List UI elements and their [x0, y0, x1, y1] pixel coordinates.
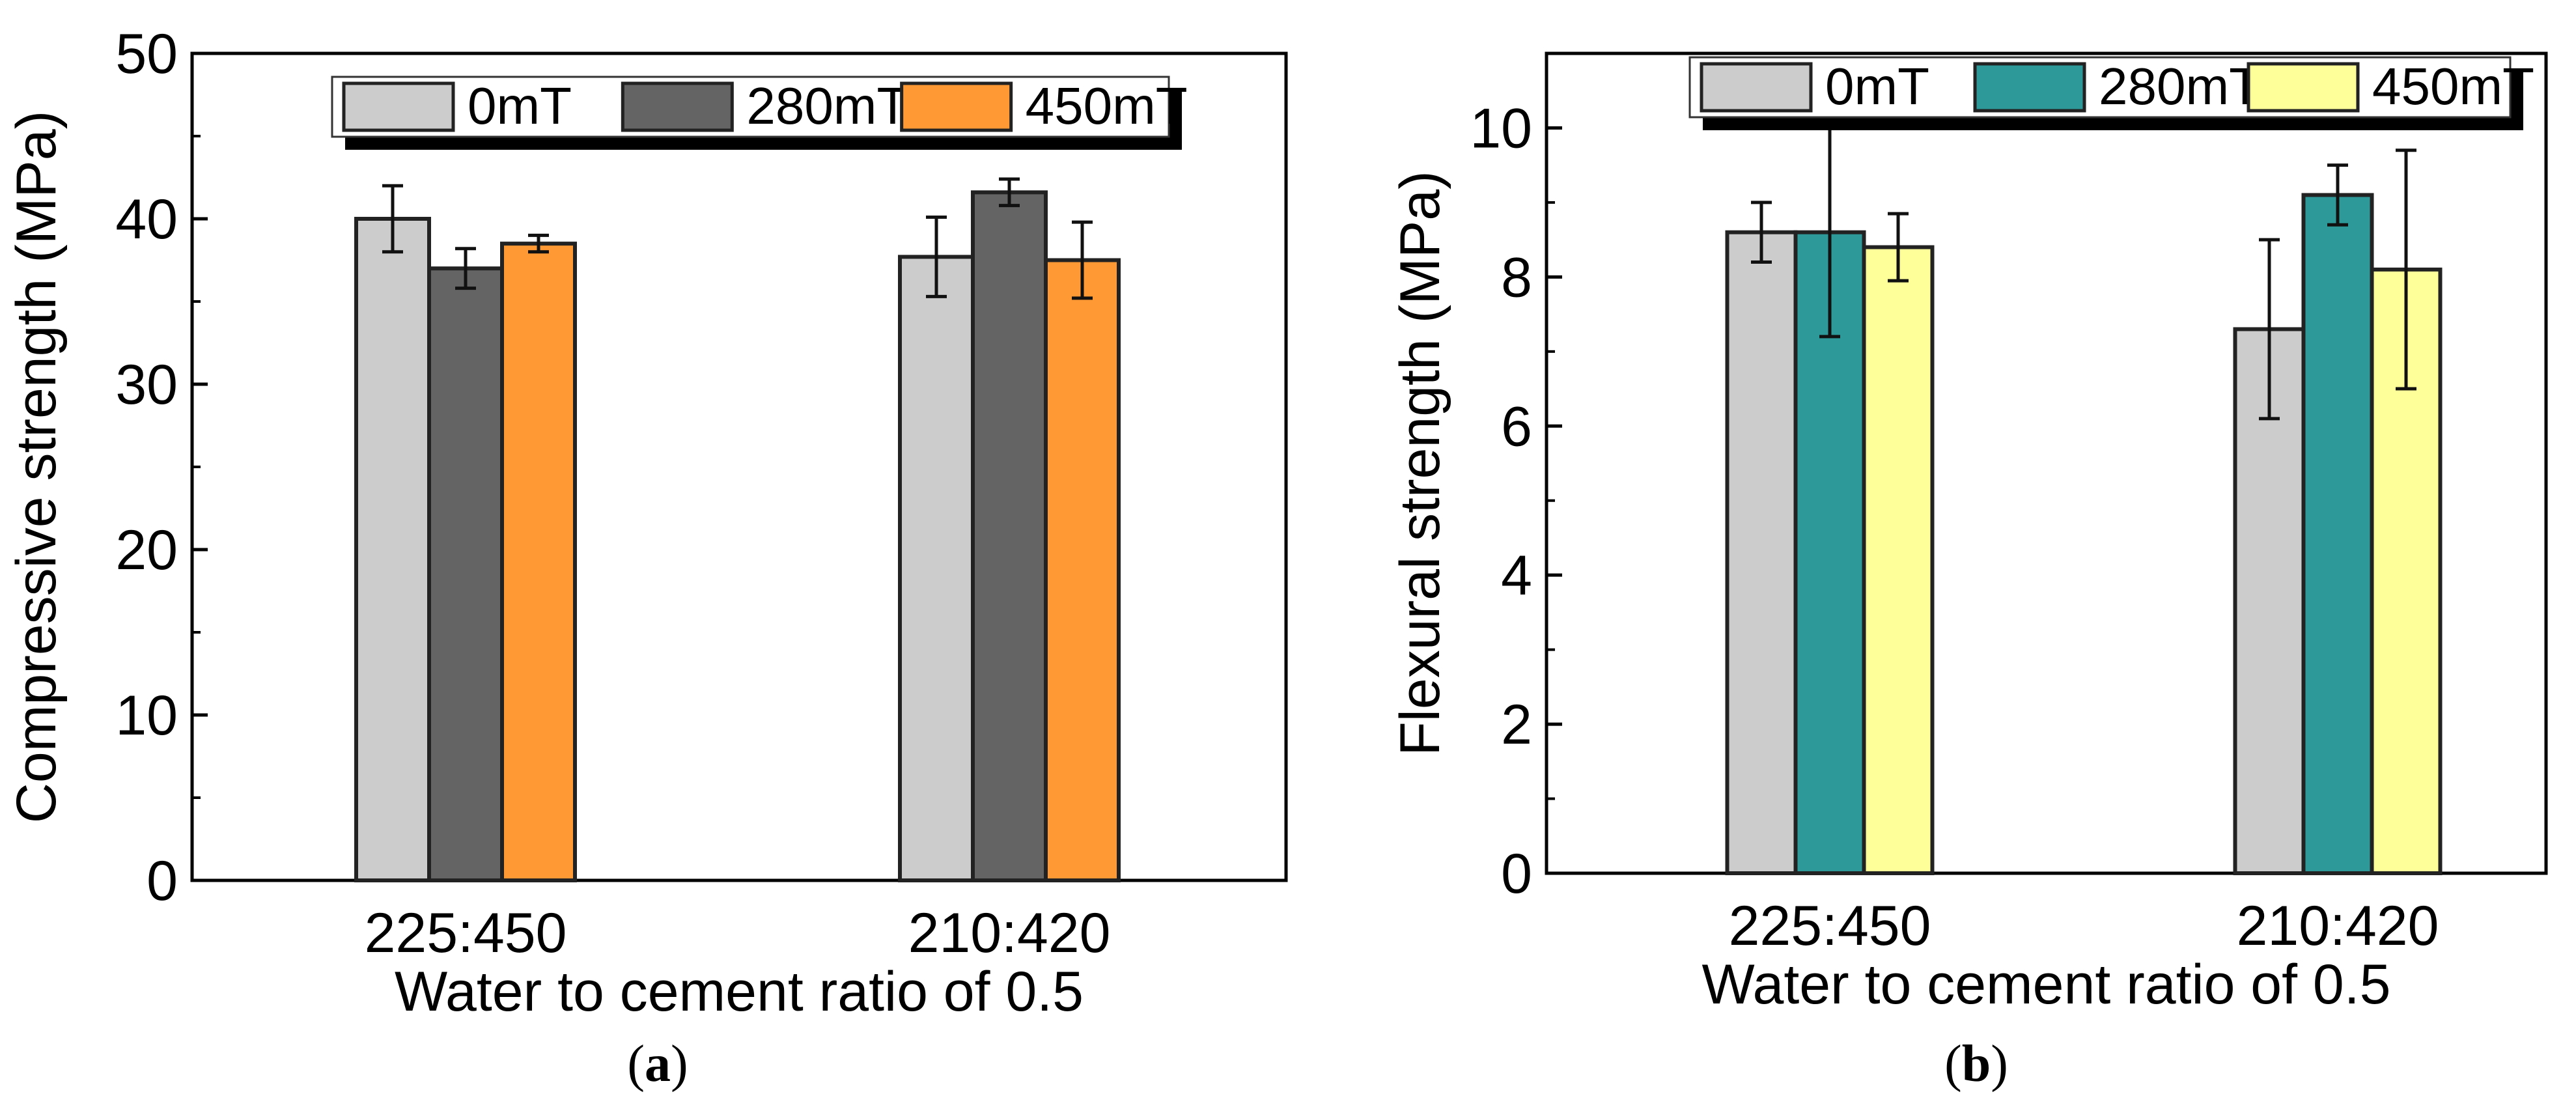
y-tick-label: 20 [115, 519, 178, 582]
y-axis-label: Flexural strength (MPa) [1389, 171, 1451, 756]
legend-label: 450mT [1026, 77, 1188, 135]
bar [2301, 193, 2374, 875]
bar [1044, 258, 1121, 882]
y-tick-label: 4 [1501, 544, 1532, 607]
x-tick-label: 225:450 [365, 902, 567, 964]
panel-a-compressive-chart: 0 10 20 30 40 50 Compressive strength (MPa) 225… [5, 23, 1288, 1093]
legend-label: 0mT [468, 77, 572, 135]
y-tick-label: 30 [115, 354, 178, 416]
y-tick-label: 40 [115, 188, 178, 251]
y-tick-label: 6 [1501, 395, 1532, 458]
y-tick-label: 8 [1501, 246, 1532, 309]
panel-letter: b [1962, 1035, 1991, 1093]
legend-swatch [900, 81, 1013, 132]
legend-swatch [1700, 62, 1813, 113]
x-tick-label: 210:420 [2237, 895, 2439, 957]
panel-caption: (a) [627, 1035, 688, 1093]
legend-box [1688, 56, 2512, 119]
legend-box [331, 76, 1170, 138]
legend-label: 450mT [2372, 57, 2534, 115]
legend-swatch [621, 81, 734, 132]
legend-label: 280mT [2099, 57, 2261, 115]
bar [898, 255, 975, 883]
plot-frame [1545, 51, 2548, 875]
legend-swatch [342, 81, 455, 132]
bar [1793, 230, 1866, 875]
panel-b-flexural-chart: 0 2 4 6 8 10 Flexural strength (MPa) 225:450 210… [1389, 51, 2548, 1093]
x-axis-label: Water to cement ratio of 0.5 [395, 960, 1084, 1023]
legend-label: 280mT [746, 77, 908, 135]
x-axis-label: Water to cement ratio of 0.5 [1702, 953, 2391, 1016]
panel-caption: (b) [1944, 1035, 2008, 1093]
x-tick-label: 225:450 [1729, 895, 1931, 957]
bar [1725, 230, 1798, 875]
bar [354, 217, 431, 882]
bar [1862, 245, 1935, 875]
y-tick-label: 2 [1501, 694, 1532, 756]
bar [500, 242, 577, 883]
panel-letter: a [645, 1035, 671, 1093]
y-tick-label: 10 [1470, 97, 1532, 160]
legend-label: 0mT [1825, 57, 1929, 115]
bar [427, 266, 504, 882]
y-tick-label: 10 [115, 684, 178, 747]
y-tick-label: 0 [147, 850, 178, 912]
legend-swatch [1973, 62, 2086, 113]
x-tick-label: 210:420 [908, 902, 1111, 964]
legend-swatch [2247, 62, 2360, 113]
bar [971, 190, 1048, 882]
y-axis-label: Compressive strength (MPa) [5, 111, 68, 823]
y-tick-label: 0 [1501, 843, 1532, 905]
y-tick-label: 50 [115, 23, 178, 85]
